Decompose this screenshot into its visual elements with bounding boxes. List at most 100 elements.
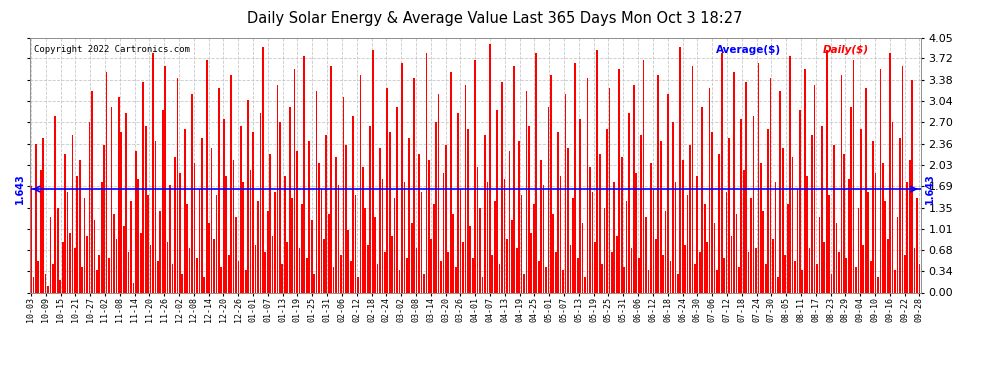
Bar bbox=[96, 270, 98, 292]
Bar bbox=[831, 274, 833, 292]
Bar bbox=[223, 119, 225, 292]
Bar bbox=[479, 207, 481, 292]
Bar bbox=[191, 94, 193, 292]
Bar bbox=[111, 107, 112, 292]
Bar bbox=[541, 160, 542, 292]
Bar bbox=[401, 63, 403, 292]
Bar bbox=[694, 264, 696, 292]
Bar bbox=[289, 107, 290, 292]
Bar bbox=[30, 186, 32, 292]
Bar bbox=[240, 126, 242, 292]
Bar bbox=[276, 85, 278, 292]
Bar bbox=[850, 107, 852, 292]
Bar bbox=[135, 151, 137, 292]
Bar bbox=[128, 252, 130, 292]
Bar bbox=[789, 56, 791, 292]
Bar bbox=[533, 204, 535, 292]
Bar bbox=[323, 239, 325, 292]
Bar bbox=[726, 192, 728, 292]
Bar bbox=[389, 132, 391, 292]
Bar bbox=[842, 154, 844, 292]
Bar bbox=[912, 80, 913, 292]
Bar bbox=[650, 164, 651, 292]
Bar bbox=[557, 132, 559, 292]
Bar bbox=[194, 164, 195, 292]
Bar bbox=[587, 78, 588, 292]
Bar bbox=[792, 157, 793, 292]
Bar bbox=[879, 69, 881, 292]
Bar bbox=[291, 198, 293, 292]
Bar bbox=[233, 160, 235, 292]
Bar bbox=[345, 144, 346, 292]
Bar bbox=[123, 226, 125, 292]
Bar bbox=[364, 207, 366, 292]
Bar bbox=[286, 242, 288, 292]
Bar bbox=[259, 113, 261, 292]
Bar bbox=[299, 248, 300, 292]
Bar bbox=[89, 123, 90, 292]
Bar bbox=[98, 255, 100, 292]
Bar bbox=[436, 123, 437, 292]
Bar bbox=[826, 50, 828, 292]
Bar bbox=[652, 189, 654, 292]
Bar bbox=[806, 176, 808, 292]
Bar bbox=[294, 69, 295, 292]
Bar bbox=[841, 75, 842, 292]
Bar bbox=[872, 141, 874, 292]
Bar bbox=[784, 255, 786, 292]
Bar bbox=[526, 91, 528, 292]
Bar bbox=[765, 264, 766, 292]
Bar bbox=[352, 116, 354, 292]
Bar bbox=[374, 217, 376, 292]
Bar bbox=[491, 255, 493, 292]
Bar bbox=[604, 207, 606, 292]
Bar bbox=[296, 151, 298, 292]
Bar bbox=[731, 236, 733, 292]
Bar bbox=[860, 129, 861, 292]
Bar bbox=[181, 274, 183, 292]
Bar bbox=[729, 138, 730, 292]
Bar bbox=[176, 78, 178, 292]
Bar bbox=[86, 236, 88, 292]
Bar bbox=[206, 60, 208, 292]
Bar bbox=[504, 179, 505, 292]
Bar bbox=[769, 78, 771, 292]
Bar bbox=[228, 255, 230, 292]
Bar bbox=[797, 189, 798, 292]
Bar bbox=[638, 258, 640, 292]
Bar bbox=[166, 242, 168, 292]
Bar bbox=[56, 207, 58, 292]
Bar bbox=[338, 186, 340, 292]
Bar bbox=[341, 255, 342, 292]
Bar bbox=[567, 148, 569, 292]
Bar bbox=[264, 252, 266, 292]
Bar bbox=[794, 261, 796, 292]
Bar bbox=[362, 166, 363, 292]
Bar bbox=[438, 94, 440, 292]
Bar bbox=[118, 98, 120, 292]
Bar bbox=[711, 132, 713, 292]
Bar bbox=[667, 94, 669, 292]
Bar bbox=[433, 204, 435, 292]
Bar bbox=[855, 267, 857, 292]
Bar bbox=[821, 126, 823, 292]
Bar bbox=[865, 88, 866, 292]
Bar bbox=[171, 264, 173, 292]
Bar bbox=[472, 258, 473, 292]
Bar bbox=[252, 132, 253, 292]
Bar bbox=[824, 242, 825, 292]
Bar bbox=[606, 129, 608, 292]
Bar bbox=[245, 270, 247, 292]
Bar bbox=[186, 204, 188, 292]
Bar bbox=[904, 255, 906, 292]
Bar bbox=[379, 148, 381, 292]
Text: Average($): Average($) bbox=[716, 45, 781, 55]
Bar bbox=[536, 53, 538, 292]
Bar bbox=[574, 63, 576, 292]
Bar bbox=[611, 252, 613, 292]
Bar bbox=[262, 47, 263, 292]
Bar bbox=[884, 201, 886, 292]
Bar bbox=[164, 66, 166, 292]
Bar bbox=[130, 201, 132, 292]
Bar bbox=[409, 138, 410, 292]
